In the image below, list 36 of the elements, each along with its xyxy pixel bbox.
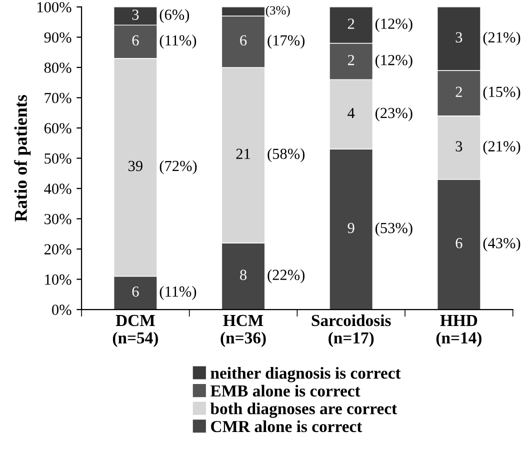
y-tick-label: 100%: [38, 2, 72, 12]
legend-label: both diagnoses are correct: [210, 402, 398, 418]
text: 2 (15%): [456, 86, 520, 100]
y-tick-label: 90%: [44, 32, 72, 43]
legend-label: EMB alone is correct: [210, 384, 360, 397]
annotation: (3%): [266, 6, 290, 18]
y-tick-label: 0%: [52, 304, 72, 316]
text: 6 (11%): [132, 34, 196, 49]
y-tick-label: 30%: [44, 214, 72, 224]
y-axis-title: Ratio of patients: [14, 94, 31, 222]
y-tick-label: 40%: [44, 184, 72, 194]
data-label: 39 (72%): [128, 160, 197, 174]
y-tick-label: 50%: [44, 153, 72, 164]
text: 2 (12%): [348, 54, 412, 68]
legend-label: CMR alone is correct: [211, 420, 362, 432]
x-tick-label: HHD (n=14): [436, 315, 482, 347]
x-tick-label: DCM (n=54): [112, 314, 158, 347]
y-tick-label: 80%: [44, 62, 72, 73]
text: 3 (21%): [456, 32, 520, 46]
text: 8 (22%): [240, 269, 305, 284]
y-tick-label: 20%: [44, 244, 72, 255]
data-label: 21 (58%): [236, 148, 305, 162]
legend-label: neither diagnosis is correct: [210, 367, 401, 382]
text: 6 (17%): [240, 34, 305, 49]
text: 4 (23%): [348, 107, 412, 122]
y-tick-label: 10%: [45, 274, 72, 285]
text: 3 (21%): [456, 140, 520, 155]
text: 6 (43%): [456, 238, 520, 252]
y-tick-label: 70%: [44, 92, 72, 104]
y-tick-label: 60%: [44, 123, 72, 134]
x-tick-label: Sarcoidosis (n=17): [312, 314, 391, 347]
text: 6 (11%): [132, 286, 196, 300]
text: 2 (12%): [348, 18, 412, 32]
text: 9 (53%): [348, 222, 412, 236]
x-tick-label: HCM (n=36): [220, 314, 266, 347]
text: 3 (6%): [132, 9, 190, 23]
